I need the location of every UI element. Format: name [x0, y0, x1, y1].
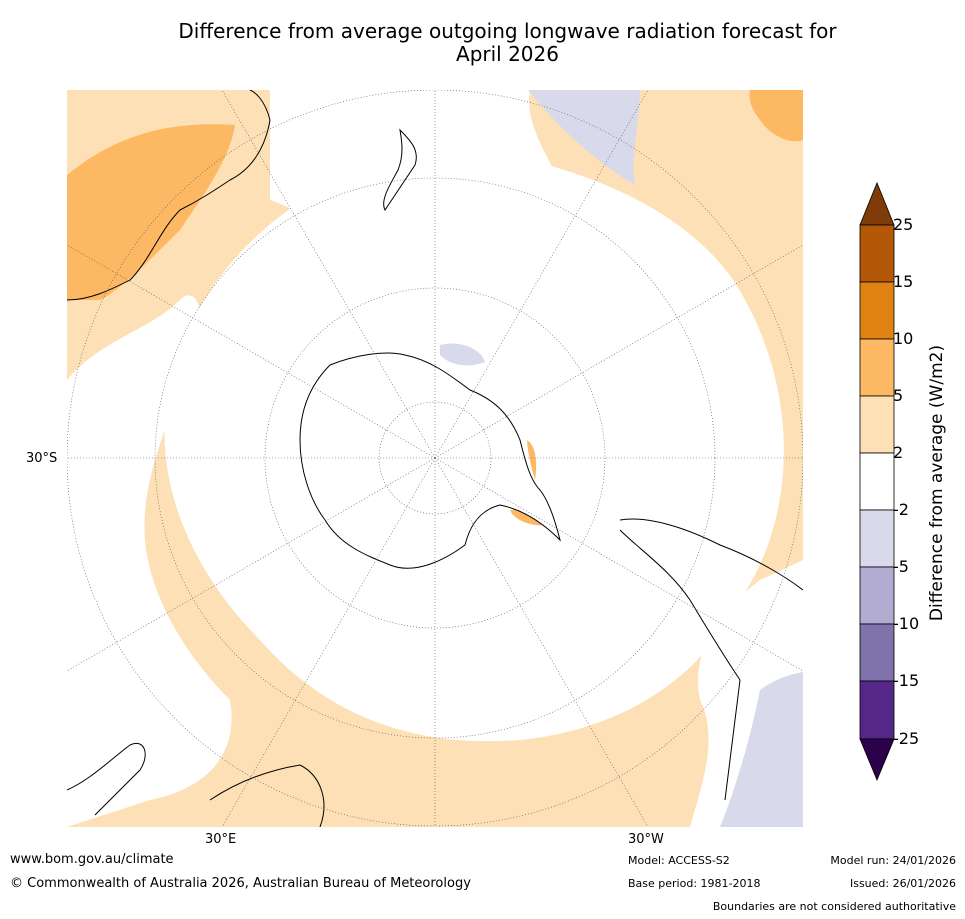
- colorbar-band-neg10-15: [859, 623, 895, 682]
- neutral-patch-top: [270, 90, 572, 267]
- antarctica-coastline: [299, 352, 561, 569]
- colorbar-tick: 2: [893, 443, 904, 462]
- issued-date: Issued: 26/01/2026: [849, 877, 956, 890]
- colorbar-under-triangle: [859, 738, 895, 782]
- meridian-150w: [434, 90, 649, 459]
- colorbar-band-neutral: [859, 452, 895, 511]
- lon-label-30e: 30°E: [205, 832, 237, 847]
- south-america-coastline: [619, 518, 803, 801]
- colorbar-over-triangle: [859, 181, 895, 226]
- colorbar-tick: -2: [893, 500, 909, 519]
- website-link[interactable]: www.bom.gov.au/climate: [10, 852, 174, 867]
- colorbar-band-10-15: [859, 281, 895, 340]
- colorbar-tick: 10: [893, 329, 914, 348]
- lat-label-30s: 30°S: [26, 451, 58, 466]
- anomaly-region-5-10-upper-left: [67, 124, 235, 300]
- colorbar-band-15-25: [859, 224, 895, 283]
- lon-label-30w: 30°W: [628, 832, 664, 847]
- meridians: [67, 90, 803, 827]
- colorbar-tick: -5: [893, 557, 909, 576]
- latitude-circle-60s: [264, 287, 606, 629]
- latitude-circle-80s: [378, 401, 492, 515]
- map-title: Difference from average outgoing longwav…: [60, 20, 955, 66]
- copyright-text: © Commonwealth of Australia 2026, Austra…: [10, 876, 471, 891]
- new-zealand-coastline: [383, 128, 417, 211]
- anomaly-region-neg2-5-top: [528, 90, 640, 185]
- colorbar-tick: 15: [893, 272, 914, 291]
- model-run-date: Model run: 24/01/2026: [830, 854, 956, 867]
- neutral-patch-left: [67, 295, 232, 827]
- colorbar-band-5-10: [859, 338, 895, 397]
- map-title-line2: April 2026: [456, 42, 559, 66]
- australia-coastline: [67, 90, 271, 301]
- meridian-120w: [434, 244, 803, 459]
- colorbar-band-neg15-25: [859, 680, 895, 740]
- meridian-60w: [434, 457, 803, 672]
- colorbar-tick: -10: [893, 614, 920, 633]
- colorbar-tick: -25: [893, 729, 920, 748]
- colorbar-tick: 25: [893, 215, 914, 234]
- anomaly-region-neg2-5-east: [440, 343, 485, 366]
- map-title-line1: Difference from average outgoing longwav…: [178, 19, 837, 43]
- anomaly-region-neg2-5-bottom-right: [720, 672, 803, 827]
- colorbar-label: Difference from average (W/m2): [927, 344, 947, 622]
- colorbar-tick: -15: [893, 671, 920, 690]
- colorbar: [859, 181, 895, 782]
- africa-coastline: [67, 742, 325, 827]
- colorbar-band-neg2-5: [859, 509, 895, 568]
- anomaly-strip-peninsula: [527, 440, 537, 480]
- meridian-120e: [67, 244, 436, 459]
- anomaly-region-5-10-top-right: [749, 90, 803, 142]
- meridian-60e: [67, 457, 436, 672]
- disclaimer-text: Boundaries are not considered authoritat…: [712, 900, 956, 913]
- meridian-30e: [221, 457, 436, 827]
- model-name: Model: ACCESS-S2: [628, 854, 730, 867]
- colorbar-band-2-5: [859, 395, 895, 454]
- anomaly-ring-2-5: [67, 90, 803, 827]
- map-area: [67, 90, 803, 827]
- base-period: Base period: 1981-2018: [628, 877, 761, 890]
- colorbar-tick: 5: [893, 386, 904, 405]
- meridian-150e: [221, 90, 436, 459]
- colorbar-band-neg5-10: [859, 566, 895, 625]
- meridian-30w: [434, 457, 649, 827]
